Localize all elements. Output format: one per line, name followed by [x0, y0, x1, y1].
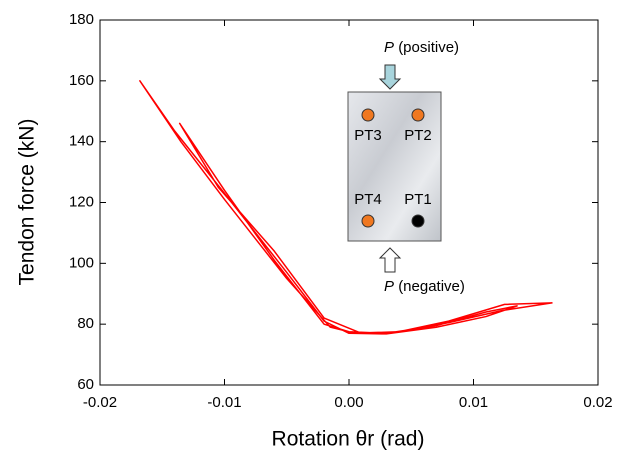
y-tick-label: 160: [69, 72, 94, 89]
arrow-down: [378, 64, 402, 90]
sensor-label: PT4: [354, 191, 382, 208]
sensor-label: PT1: [404, 191, 432, 208]
y-tick-label: 60: [77, 376, 94, 393]
x-tick-label: 0.00: [334, 394, 363, 411]
y-tick-label: 120: [69, 193, 94, 210]
x-axis-label: Rotation θr (rad): [272, 428, 425, 451]
sensor-dot: [361, 214, 375, 228]
y-tick-label: 80: [77, 315, 94, 332]
sensor-dot: [411, 108, 425, 122]
x-tick-label: -0.02: [83, 394, 117, 411]
symbol: P: [384, 39, 394, 56]
label: (negative): [398, 278, 465, 295]
y-axis-label: Tendon force (kN): [16, 119, 39, 286]
sensor-label: PT2: [404, 127, 432, 144]
x-tick-label: 0.02: [583, 394, 612, 411]
bottom-label: P (negative): [384, 278, 465, 295]
line: [139, 80, 553, 335]
x-tick-label: -0.01: [207, 394, 241, 411]
y-tick-label: 100: [69, 254, 94, 271]
arrow-up: [378, 247, 402, 273]
x-tick-label: 0.01: [459, 394, 488, 411]
label: (positive): [398, 39, 459, 56]
sensor-label: PT3: [354, 127, 382, 144]
sensor-dot: [411, 214, 425, 228]
y-tick-label: 180: [69, 11, 94, 28]
y-tick-label: 140: [69, 133, 94, 150]
inset: P (positive) P (negative): [347, 39, 465, 295]
sensor-dot: [361, 108, 375, 122]
symbol: P: [384, 278, 394, 295]
top-label: P (positive): [384, 39, 459, 56]
